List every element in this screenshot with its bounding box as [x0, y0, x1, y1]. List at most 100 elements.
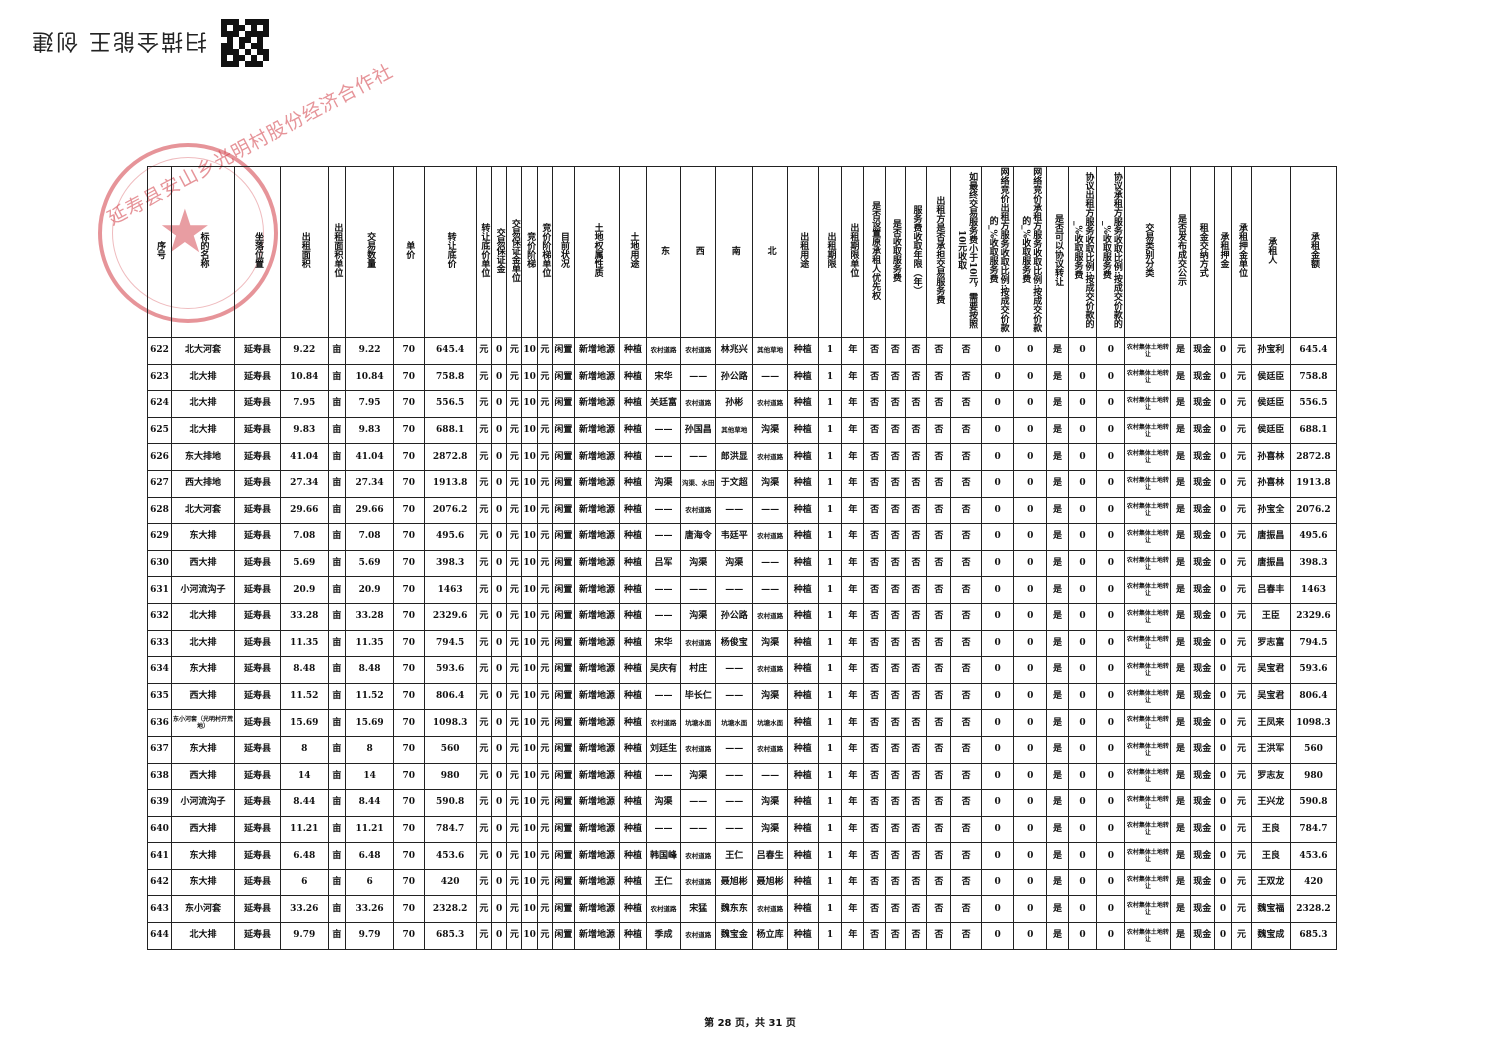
table-cell: 亩 — [327, 496, 347, 525]
table-cell: 年 — [841, 868, 865, 897]
table-cell: 元 — [475, 602, 493, 631]
table-cell: 0 — [980, 469, 1015, 498]
table-cell: 种植 — [787, 469, 819, 498]
table-cell: 沟渠 — [645, 789, 682, 817]
table-cell: 0 — [1096, 629, 1126, 658]
table-cell: 侯廷臣 — [1250, 390, 1291, 418]
table-cell: 沟渠、水田 — [680, 469, 717, 498]
table-cell: 元 — [1231, 815, 1252, 844]
table-cell: 现金 — [1189, 656, 1215, 684]
table-cell: 635 — [147, 682, 172, 711]
table-cell: 年 — [841, 549, 865, 578]
table-cell: 农村集体土地转让 — [1124, 922, 1172, 950]
table-cell: 元 — [506, 682, 523, 711]
table-cell: 0 — [1067, 842, 1098, 870]
table-cell: 亩 — [327, 549, 347, 578]
table-cell: 是 — [1046, 735, 1069, 764]
table-cell: 元 — [536, 443, 553, 471]
table-cell: 种植 — [787, 576, 819, 604]
table-cell: 否 — [926, 629, 952, 658]
table-cell: 坑塘水面 — [752, 709, 789, 737]
table-cell: —— — [645, 496, 682, 525]
table-cell: 41.04 — [279, 443, 329, 471]
table-cell: 元 — [475, 656, 493, 684]
table-cell: 627 — [147, 469, 172, 498]
table-cell: 70 — [393, 629, 425, 658]
table-cell: 新增地源 — [573, 443, 621, 471]
table-cell: 0 — [490, 549, 508, 578]
table-cell: 北大排 — [170, 629, 236, 658]
table-cell: 11.35 — [279, 629, 329, 658]
table-cell: 元 — [536, 337, 553, 365]
table-cell: 是 — [1046, 895, 1069, 924]
table-cell: 北大排 — [170, 416, 236, 445]
table-cell: 2328.2 — [423, 895, 477, 924]
table-cell: 沟渠 — [680, 762, 717, 791]
table-cell: 0 — [1013, 789, 1048, 817]
table-cell: 0 — [490, 709, 508, 737]
table-cell: 农村道路 — [645, 337, 682, 365]
table-cell: 688.1 — [423, 416, 477, 445]
table-cell: 亩 — [327, 363, 347, 392]
table-cell: 小河流沟子 — [170, 576, 236, 604]
table-cell: 1 — [817, 363, 843, 392]
table-cell: 0 — [490, 496, 508, 525]
table-cell: 元 — [1231, 549, 1252, 578]
table-cell: 0 — [980, 789, 1015, 817]
table-cell: 延寿县 — [234, 895, 281, 924]
table-cell: 否 — [926, 735, 952, 764]
table-cell: 0 — [1067, 496, 1098, 525]
table-cell: 0 — [490, 469, 508, 498]
scanner-watermark-text: 扫描全能王 创建 — [30, 28, 207, 53]
table-cell: 是 — [1046, 523, 1069, 551]
table-cell: 农村道路 — [645, 895, 682, 924]
table-cell: 年 — [841, 842, 865, 870]
table-cell: 0 — [1013, 443, 1048, 471]
table-cell: 农村集体土地转让 — [1124, 363, 1172, 392]
table-cell: 闲置 — [551, 363, 575, 392]
table-cell: 9.22 — [279, 337, 329, 365]
table-cell: 延寿县 — [234, 390, 281, 418]
table-cell: 0 — [1067, 602, 1098, 631]
column-header: 东 — [645, 166, 682, 338]
table-cell: 0 — [1067, 682, 1098, 711]
table-cell: 0 — [1096, 523, 1126, 551]
table-cell: 种植 — [787, 602, 819, 631]
column-header: 承租押金单位 — [1231, 166, 1252, 338]
table-cell: 农村道路 — [752, 523, 789, 551]
table-cell: 1 — [817, 868, 843, 897]
table-cell: 农村道路 — [752, 602, 789, 631]
table-cell: 0 — [490, 602, 508, 631]
table-cell: 元 — [536, 496, 553, 525]
table-cell: 0 — [1067, 576, 1098, 604]
table-cell: 0 — [1096, 656, 1126, 684]
table-cell: 453.6 — [423, 842, 477, 870]
table-cell: 元 — [536, 363, 553, 392]
table-cell: 元 — [475, 735, 493, 764]
table-cell: 元 — [506, 789, 523, 817]
table-cell: 否 — [926, 549, 952, 578]
table-cell: 种植 — [619, 842, 647, 870]
table-cell: 年 — [841, 735, 865, 764]
table-cell: 现金 — [1189, 762, 1215, 791]
table-cell: 是 — [1046, 549, 1069, 578]
table-cell: 种植 — [619, 390, 647, 418]
table-cell: 年 — [841, 762, 865, 791]
table-cell: 现金 — [1189, 496, 1215, 525]
table-cell: 吕春生 — [752, 842, 789, 870]
table-cell: 元 — [475, 789, 493, 817]
table-cell: 亩 — [327, 762, 347, 791]
table-cell: 否 — [904, 656, 928, 684]
table-cell: 0 — [1067, 762, 1098, 791]
table-cell: 唐振昌 — [1250, 523, 1291, 551]
table-cell: 否 — [863, 416, 887, 445]
table-cell: 0 — [1013, 815, 1048, 844]
table-cell: 0 — [1067, 390, 1098, 418]
table-cell: 是 — [1170, 656, 1191, 684]
table-cell: 否 — [926, 443, 952, 471]
table-cell: 元 — [506, 496, 523, 525]
table-cell: 农村道路 — [752, 390, 789, 418]
table-cell: 688.1 — [1289, 416, 1338, 445]
table-cell: 元 — [1231, 443, 1252, 471]
table-cell: 林兆兴 — [715, 337, 754, 365]
